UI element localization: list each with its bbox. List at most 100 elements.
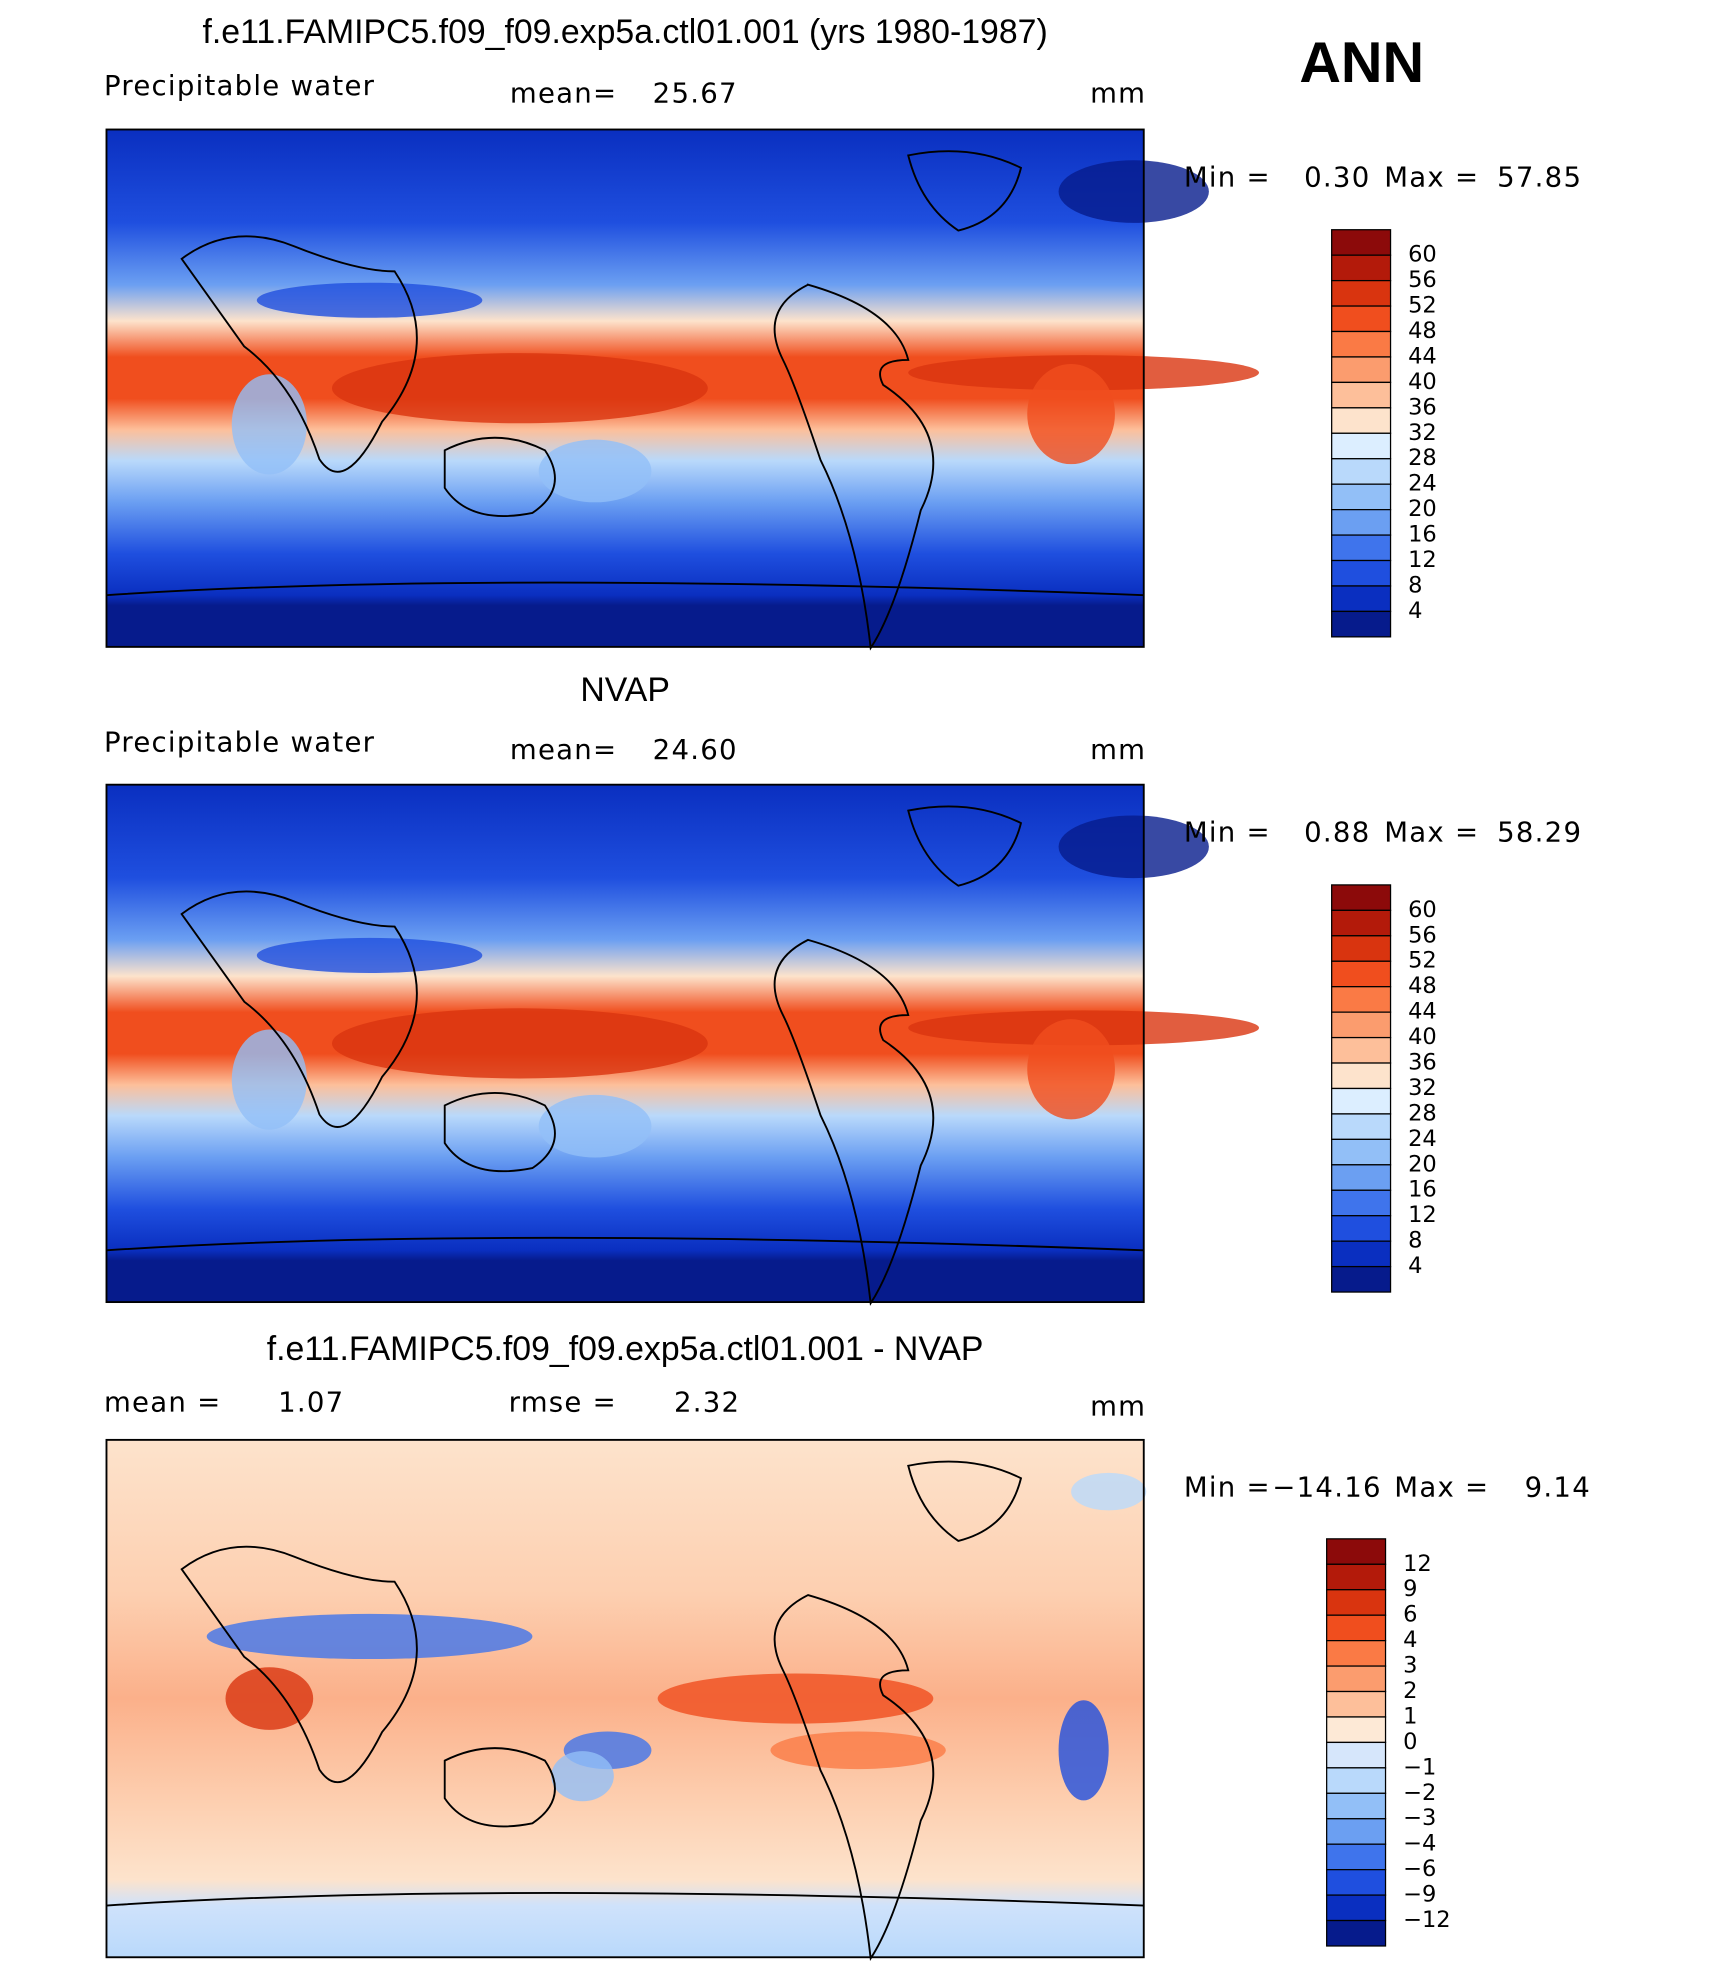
colorbar-box	[1326, 1741, 1387, 1769]
stat-label: mean=	[510, 734, 617, 766]
stat-value: 25.67	[653, 77, 738, 109]
colorbar-box	[1331, 356, 1392, 384]
max-label: Max =	[1384, 161, 1479, 193]
colorbar-box	[1326, 1843, 1387, 1871]
colorbar-box	[1331, 909, 1392, 937]
stat-label: rmse =	[509, 1387, 617, 1419]
colorbar-level: 9	[1403, 1576, 1417, 1602]
colorbar-box	[1331, 884, 1392, 911]
stat-value: 24.60	[653, 734, 738, 766]
stat-label: mean=	[510, 77, 617, 109]
colorbar-box	[1331, 1062, 1392, 1090]
units: mm	[1090, 77, 1146, 109]
map-feature	[551, 1751, 614, 1802]
colorbar-level: 48	[1408, 318, 1437, 344]
colorbar-box	[1326, 1894, 1387, 1922]
colorbar-box	[1331, 1113, 1392, 1140]
colorbar-box	[1326, 1563, 1387, 1591]
colorbar-box	[1331, 1215, 1392, 1242]
colorbar-box	[1331, 509, 1392, 536]
panel-title: NVAP	[580, 671, 670, 709]
colorbar-level: 1	[1403, 1703, 1417, 1729]
max-value: 58.29	[1497, 817, 1582, 849]
colorbar-level: −9	[1403, 1882, 1436, 1908]
map-feature	[225, 1667, 314, 1730]
colorbar-level: 2	[1403, 1678, 1417, 1704]
colorbar-box	[1326, 1767, 1387, 1794]
colorbar-level: 20	[1408, 1151, 1437, 1177]
map-frame	[105, 1438, 1145, 1959]
map-feature	[256, 937, 483, 973]
colorbar-level: 36	[1408, 394, 1437, 420]
colorbar-box	[1326, 1640, 1387, 1667]
colorbar-level: 8	[1408, 572, 1422, 598]
map-feature	[331, 353, 708, 424]
left-value: 1.07	[278, 1387, 344, 1419]
colorbar-box	[1331, 381, 1392, 409]
coastline	[106, 805, 1144, 1306]
colorbar-box	[1326, 1690, 1387, 1718]
colorbar-level: 32	[1408, 1075, 1437, 1101]
colorbar-box	[1331, 458, 1392, 485]
colorbar-level: 24	[1408, 471, 1437, 497]
colorbar-level: 16	[1408, 522, 1437, 548]
colorbar-box	[1331, 229, 1392, 256]
colorbar-box	[1331, 960, 1392, 988]
colorbar-level: 40	[1408, 369, 1437, 395]
map-feature	[1058, 160, 1209, 223]
map-feature	[1027, 1019, 1115, 1120]
colorbar-box	[1331, 279, 1392, 307]
colorbar-level: 4	[1403, 1627, 1417, 1653]
min-label: Min =	[1184, 1472, 1271, 1504]
map-feature	[1027, 363, 1115, 465]
colorbar-box	[1331, 305, 1392, 333]
left-label: mean =	[104, 1387, 221, 1419]
map-feature	[770, 1731, 946, 1770]
max-label: Max =	[1384, 817, 1479, 849]
colorbar-level: 40	[1408, 1024, 1437, 1050]
map-feature	[1071, 1472, 1147, 1511]
map-feature	[538, 439, 652, 503]
colorbar-box	[1331, 559, 1392, 587]
map-frame	[105, 783, 1145, 1304]
colorbar-box	[1331, 407, 1392, 434]
colorbar-level: −1	[1403, 1754, 1436, 1780]
colorbar-box	[1331, 1164, 1392, 1191]
panel-title: f.e11.FAMIPC5.f09_f09.exp5a.ctl01.001 - …	[267, 1330, 984, 1368]
colorbar-level: 44	[1408, 999, 1437, 1025]
colorbar-box	[1331, 1189, 1392, 1217]
min-value: 0.30	[1304, 161, 1370, 193]
map-frame	[105, 128, 1145, 648]
colorbar-level: 24	[1408, 1126, 1437, 1152]
colorbar-level: 8	[1408, 1228, 1422, 1254]
colorbar-box	[1331, 935, 1392, 962]
colorbar-box	[1326, 1538, 1387, 1565]
units: mm	[1090, 1390, 1146, 1422]
colorbar-level: 4	[1408, 598, 1422, 624]
colorbar-level: 52	[1408, 948, 1437, 974]
colorbar-box	[1326, 1665, 1387, 1693]
colorbar-level: −2	[1403, 1780, 1436, 1806]
colorbar-level: 44	[1408, 343, 1437, 369]
colorbar-box	[1331, 1011, 1392, 1039]
colorbar-box	[1331, 610, 1392, 638]
min-label: Min =	[1184, 817, 1271, 849]
min-label: Min =	[1184, 161, 1271, 193]
colorbar-level: 12	[1408, 547, 1437, 573]
colorbar-box	[1331, 1036, 1392, 1064]
colorbar-level: 12	[1408, 1202, 1437, 1228]
colorbar-box	[1326, 1818, 1387, 1845]
colorbar-level: 60	[1408, 242, 1437, 268]
map-feature	[256, 282, 483, 318]
colorbar-level: 28	[1408, 1100, 1437, 1126]
map-feature	[538, 1094, 652, 1158]
colorbar-level: 60	[1408, 897, 1437, 923]
coastline	[106, 150, 1144, 651]
colorbar-level: 16	[1408, 1177, 1437, 1203]
colorbar-box	[1326, 1869, 1387, 1896]
map-feature	[1058, 1700, 1109, 1801]
colorbar-level: 0	[1403, 1729, 1417, 1755]
colorbar-level: 4	[1408, 1253, 1422, 1279]
map-feature	[206, 1613, 533, 1660]
